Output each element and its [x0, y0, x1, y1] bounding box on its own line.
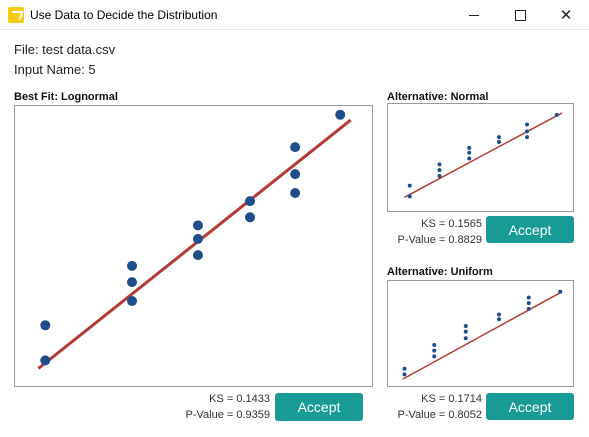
best-fit-data-point: [245, 196, 256, 207]
close-button[interactable]: ✕: [543, 0, 589, 30]
alt-uniform-plot: [387, 280, 574, 387]
best-fit-data-point: [192, 250, 203, 261]
alt-uniform-data-point: [402, 372, 407, 377]
alt-normal-data-point: [467, 156, 472, 161]
minimize-icon: [469, 14, 479, 16]
alt-uniform-data-point: [526, 301, 531, 306]
window-title: Use Data to Decide the Distribution: [30, 8, 218, 22]
alt-uniform-p-value: P-Value = 0.8052: [397, 409, 483, 421]
best-fit-data-point: [127, 277, 138, 288]
best-fit-data-point: [40, 320, 51, 331]
accept-best-fit-button[interactable]: Accept: [275, 393, 363, 421]
alt-normal-data-point: [554, 112, 559, 117]
alt-normal-data-point: [437, 173, 442, 178]
best-fit-data-point: [127, 260, 138, 271]
best-fit-data-point: [40, 355, 51, 366]
alt-uniform-data-point: [432, 342, 437, 347]
alt-uniform-data-point: [497, 312, 501, 317]
alt-uniform-data-point: [432, 354, 437, 359]
best-fit-data-point: [290, 169, 301, 180]
alt-uniform-data-point: [558, 289, 563, 294]
alt-normal-data-point: [467, 150, 472, 155]
alt-normal-plot: [387, 103, 574, 212]
alt-uniform-plot-svg: [402, 289, 563, 380]
title-bar: Use Data to Decide the Distribution ✕: [0, 0, 589, 30]
best-fit-data-point: [192, 220, 203, 231]
input-name-label: Input Name: 5: [14, 62, 96, 77]
alt-normal-title: Alternative: Normal: [387, 91, 489, 103]
alt-uniform-data-point: [463, 323, 468, 328]
best-fit-data-point: [290, 142, 301, 153]
accept-uniform-button[interactable]: Accept: [486, 393, 574, 420]
alt-normal-data-point: [525, 135, 529, 140]
alt-normal-ks: KS = 0.1565: [421, 218, 482, 230]
alt-uniform-ks: KS = 0.1714: [421, 393, 482, 405]
best-fit-ks: KS = 0.1433: [209, 393, 270, 405]
file-name-label: File: test data.csv: [14, 42, 116, 57]
alt-normal-data-point: [407, 194, 412, 199]
accept-normal-button[interactable]: Accept: [486, 216, 574, 243]
alt-uniform-title: Alternative: Uniform: [387, 266, 493, 278]
alt-normal-data-point: [497, 135, 501, 140]
alt-normal-data-point: [467, 145, 472, 150]
app-distribution-icon: [8, 7, 24, 23]
alt-normal-data-point: [525, 122, 529, 127]
minimize-button[interactable]: [451, 0, 497, 30]
best-fit-p-value: P-Value = 0.9359: [185, 409, 271, 421]
best-fit-data-point: [245, 212, 256, 223]
alt-uniform-data-point: [526, 295, 531, 300]
alt-normal-data-point: [407, 183, 412, 188]
alt-uniform-data-point: [497, 317, 501, 322]
best-fit-title: Best Fit: Lognormal: [14, 91, 118, 103]
alt-uniform-fit-line: [402, 292, 561, 380]
alt-normal-data-point: [437, 168, 442, 173]
alt-normal-plot-svg: [404, 112, 563, 199]
alt-normal-data-point: [437, 162, 442, 167]
best-fit-data-point: [290, 188, 301, 198]
alt-normal-p-value: P-Value = 0.8829: [397, 234, 483, 246]
alt-uniform-data-point: [463, 329, 468, 334]
alt-normal-data-point: [525, 129, 529, 134]
alt-normal-data-point: [497, 140, 501, 145]
best-fit-fit-line: [37, 118, 352, 370]
alt-uniform-data-point: [463, 336, 468, 341]
alt-uniform-data-point: [402, 366, 407, 371]
maximize-button[interactable]: [497, 0, 543, 30]
alt-normal-fit-line: [404, 112, 563, 198]
alt-uniform-data-point: [526, 306, 531, 311]
best-fit-plot-svg: [37, 109, 352, 370]
alt-uniform-data-point: [432, 348, 437, 353]
best-fit-data-point: [127, 296, 138, 306]
best-fit-plot: [14, 105, 373, 387]
best-fit-data-point: [335, 109, 346, 120]
close-icon: ✕: [559, 6, 573, 24]
best-fit-data-point: [192, 233, 203, 244]
maximize-icon: [514, 9, 526, 21]
